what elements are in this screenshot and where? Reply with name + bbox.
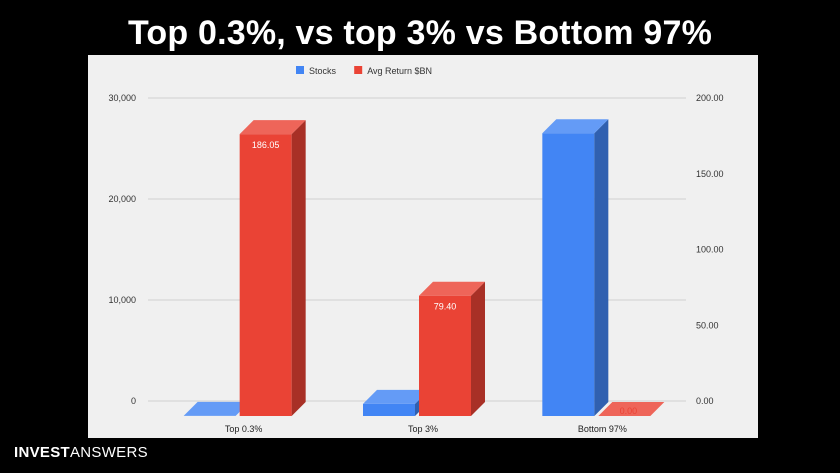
bar-chart: 0 10,000 20,000 30,000 0.00 50.00 100.00 150.00… (108, 66, 724, 434)
bar-side (471, 281, 485, 416)
data-label: 0.00 (620, 406, 638, 416)
x-tick-label: Bottom 97% (578, 424, 627, 434)
chart-panel: 0 10,000 20,000 30,000 0.00 50.00 100.00 150.00… (88, 55, 758, 438)
right-tick-label: 200.00 (696, 93, 724, 103)
left-tick-label: 20,000 (108, 194, 136, 204)
left-tick-label: 30,000 (108, 93, 136, 103)
x-tick-label: Top 3% (408, 424, 438, 434)
legend-swatch (354, 66, 363, 74)
bar-side (291, 120, 306, 416)
right-tick-label: 150.00 (696, 169, 724, 179)
bar-top (183, 401, 250, 416)
left-tick-label: 10,000 (108, 295, 136, 305)
bar-avg-return-bn (239, 120, 306, 416)
bar-stocks (183, 401, 250, 416)
legend: Stocks Avg Return $BN (296, 66, 432, 76)
brand-part-1: INVEST (14, 444, 70, 461)
bar-top (239, 120, 306, 135)
bar-top (542, 119, 609, 134)
data-label: 79.40 (434, 302, 457, 312)
labels: 0 10,000 20,000 30,000 0.00 50.00 100.00 150.00… (108, 93, 723, 434)
bar-top (598, 402, 665, 416)
bar-top (363, 389, 429, 404)
bar-stocks (363, 389, 429, 416)
x-tick-label: Top 0.3% (225, 424, 263, 434)
bar-avg-return-bn (419, 281, 485, 416)
legend-label: Stocks (309, 66, 337, 76)
left-tick-label: 0 (131, 396, 136, 406)
right-tick-label: 100.00 (696, 245, 724, 255)
page-title: Top 0.3%, vs top 3% vs Bottom 97% (127, 14, 713, 52)
bar-front (542, 133, 595, 416)
legend-swatch (296, 66, 304, 74)
bar-top (419, 281, 485, 296)
legend-label: Avg Return $BN (367, 66, 432, 76)
right-tick-label: 50.00 (696, 320, 719, 330)
bar-front (363, 403, 415, 416)
data-label: 186.05 (252, 140, 280, 150)
bar-front (239, 134, 292, 416)
bar-side (594, 119, 609, 416)
bar-front (419, 295, 471, 416)
bar-stocks (542, 119, 609, 416)
bar-avg-return-bn (598, 402, 665, 416)
brand-logo: INVESTANSWERS (14, 444, 148, 461)
brand-part-2: ANSWERS (69, 444, 148, 461)
right-tick-label: 0.00 (696, 396, 714, 406)
bars (183, 119, 665, 416)
